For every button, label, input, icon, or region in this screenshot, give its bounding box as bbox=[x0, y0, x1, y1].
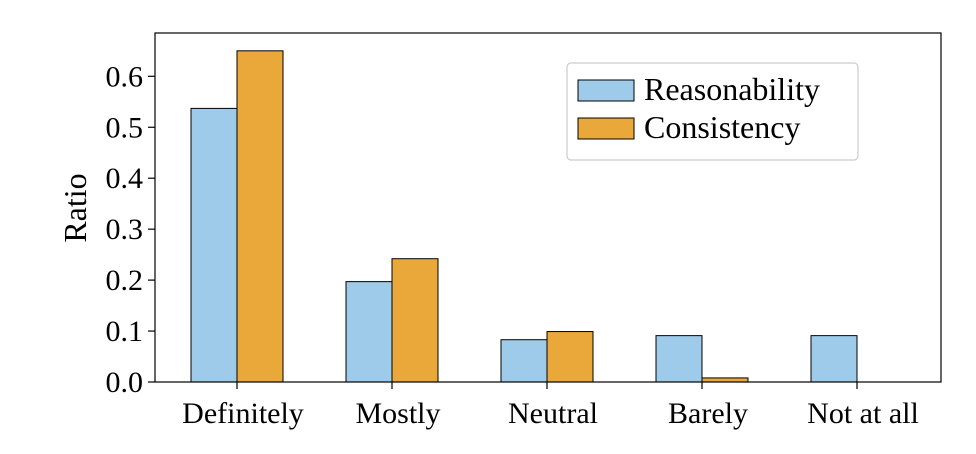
legend-swatch-consistency bbox=[577, 117, 635, 140]
y-tick-label: 0.6 bbox=[106, 60, 144, 93]
y-tick-label: 0.2 bbox=[106, 264, 144, 297]
bar-consistency-mostly bbox=[391, 258, 439, 383]
y-tick-label: 0.3 bbox=[106, 213, 144, 246]
y-axis-label: Ratio bbox=[57, 173, 93, 242]
bar-reasonability-mostly bbox=[345, 281, 393, 383]
x-tick-label: Barely bbox=[668, 397, 748, 430]
x-tick-label: Definitely bbox=[182, 397, 304, 430]
bar-consistency-barely bbox=[701, 377, 749, 383]
x-tick-label: Neutral bbox=[508, 397, 598, 430]
x-tick-label: Not at all bbox=[807, 397, 919, 430]
legend-swatch-reasonability bbox=[577, 79, 635, 102]
bar-consistency-definitely bbox=[236, 50, 284, 383]
y-tick-label: 0.1 bbox=[106, 315, 144, 348]
y-axis: 0.0 0.1 0.2 0.3 0.4 0.5 0.6 bbox=[106, 60, 155, 399]
y-tick-label: 0.4 bbox=[106, 162, 144, 195]
x-axis: Definitely Mostly Neutral Barely Not at all bbox=[182, 382, 919, 430]
plot-frame bbox=[154, 32, 942, 383]
bar-reasonability-definitely bbox=[190, 107, 238, 383]
legend-label-reasonability: Reasonability bbox=[644, 71, 820, 107]
legend-frame bbox=[566, 62, 859, 161]
y-tick-label: 0.5 bbox=[106, 111, 144, 144]
bar-reasonability-not-at-all bbox=[810, 335, 858, 383]
legend-label-consistency: Consistency bbox=[644, 109, 800, 145]
bar-reasonability-neutral bbox=[500, 339, 548, 383]
y-tick-label: 0.0 bbox=[106, 366, 144, 399]
bar-consistency-neutral bbox=[546, 331, 594, 383]
bars-group bbox=[190, 50, 858, 383]
bar-reasonability-barely bbox=[655, 335, 703, 383]
x-tick-label: Mostly bbox=[355, 397, 440, 430]
